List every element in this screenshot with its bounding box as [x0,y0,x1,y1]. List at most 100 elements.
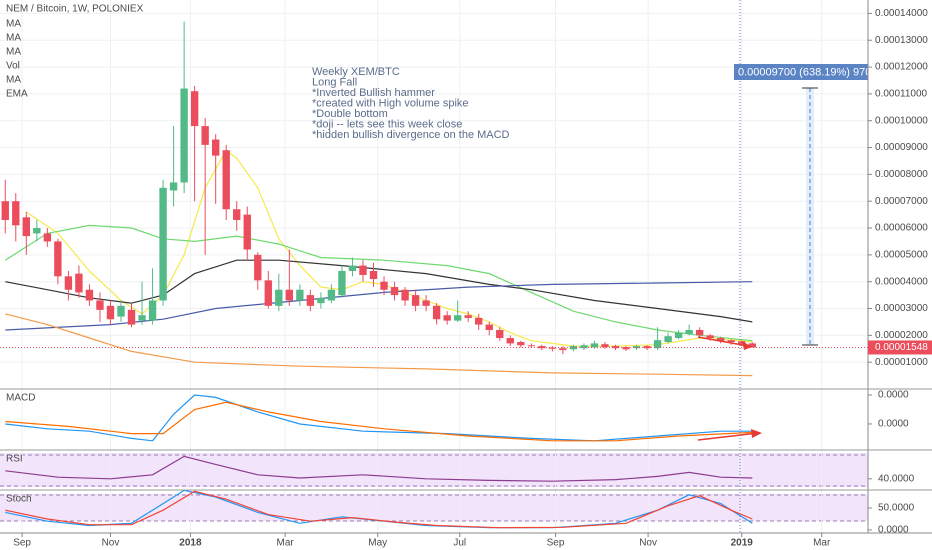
indicator-line [5,313,753,377]
candle-body [43,233,52,242]
candle-body [127,309,136,325]
annotation-line: *hidden bullish divergence on the MACD [312,129,510,141]
y-tick-label: 50.0000 [878,503,915,514]
candle-body [432,305,441,320]
candle-body [601,344,609,348]
candle-body [275,289,283,306]
x-tick-label: Mar [813,538,831,549]
indicator-line [5,401,753,442]
candle-body [496,329,504,339]
y-tick-label: 0.00001000 [875,357,928,368]
legend-entry: MA [6,33,21,44]
candle-body [685,329,693,335]
y-tick-label: 0.0000 [878,525,909,536]
legend-entry: MA [6,47,21,58]
candle-body [22,217,30,237]
measure-clip: 0.00009700 (638.19%) 970 [738,66,868,78]
candle-body [296,289,304,301]
candle-body [54,241,62,277]
candle-body [380,281,388,290]
x-tick-label: Sep [547,538,565,549]
candle-body [85,289,94,301]
legend-entry: MA [6,19,21,30]
y-tick-label: 0.00012000 [875,62,928,73]
candle-body [738,341,746,344]
candle-body [327,289,336,301]
candle-body [517,342,525,346]
candle-body [475,317,483,325]
candle-body [169,182,178,191]
x-tick-label: 2018 [179,538,202,549]
candle-body [717,338,725,342]
y-tick-label: 0.00007000 [875,196,928,207]
candle-body [727,340,735,343]
candle-body [664,336,672,343]
candle-body [212,139,220,156]
candle-body [190,91,199,127]
candle-body [1,201,9,220]
candle-body [201,126,209,145]
pane-label: Stoch [6,494,32,505]
chart-title: NEM / Bitcoin, 1W, POLONIEX [6,4,144,15]
y-tick-label: 40.0000 [878,473,915,484]
arrow-price [697,336,749,347]
annotation-line: *Inverted Bullish hammer [312,87,435,99]
candle-body [527,345,536,347]
candle-body [222,150,230,210]
candle-body [359,265,367,275]
candle-body [148,300,157,321]
grid [0,0,868,533]
axes: 0.00001000 0.00002000 0.00003000 0.00004000… [6,8,932,549]
pane-label: MACD [6,393,35,404]
candle-body [96,300,104,310]
x-tick-label: Nov [102,538,120,549]
candle-body [12,201,20,226]
annotation-line: *doji -- lets see this week close [312,119,462,131]
legend-entry: EMA [6,89,28,100]
candle-body [64,276,73,290]
x-tick-label: 2019 [731,538,754,549]
candle-body [485,324,493,330]
legend: MA MA MA Vol MA EMA [6,19,28,100]
y-tick-label: 0.00002000 [875,330,928,341]
candle-body [159,187,167,301]
last-price-label: 0.00001548 [875,342,928,353]
x-tick-label: Sep [13,538,31,549]
marks [0,21,868,529]
annotation-line: *created with High volume spike [312,98,469,110]
y-tick-label: 0.00004000 [875,276,928,287]
pane-label: RSI [6,454,23,465]
candle-body [674,332,683,339]
candle-body [348,265,357,271]
candle-body [254,254,262,281]
candle-body [338,270,346,296]
x-tick-label: Nov [639,538,657,549]
y-tick-label: 0.00013000 [875,35,928,46]
candle-body [401,289,409,301]
annotation-line: Weekly XEM/BTC [312,66,400,78]
candle-body [369,270,378,280]
candle-body [453,315,462,321]
indicator-line [5,394,753,442]
candle-body [117,305,125,317]
candle-body [264,280,272,306]
indicator-line [5,490,753,529]
legend-entry: MA [6,75,21,86]
measure-box [734,64,868,80]
candle-body [464,315,472,318]
y-tick-label: 0.00010000 [875,115,928,126]
y-tick-label: 0.00003000 [875,303,928,314]
candle-body [243,214,251,250]
candle-body [695,329,704,336]
arrow-macd [697,432,759,441]
annotation-line: Long Fall [312,77,357,89]
stoch-band [0,494,868,521]
y-tick-label: 0.00006000 [875,223,928,234]
candle-body [75,273,83,293]
y-tick-label: 0.00011000 [875,89,928,100]
arrow-head [742,341,752,350]
indicator-line [5,455,753,482]
candle-body [748,343,756,348]
y-tick-label: 0.00014000 [875,8,928,19]
